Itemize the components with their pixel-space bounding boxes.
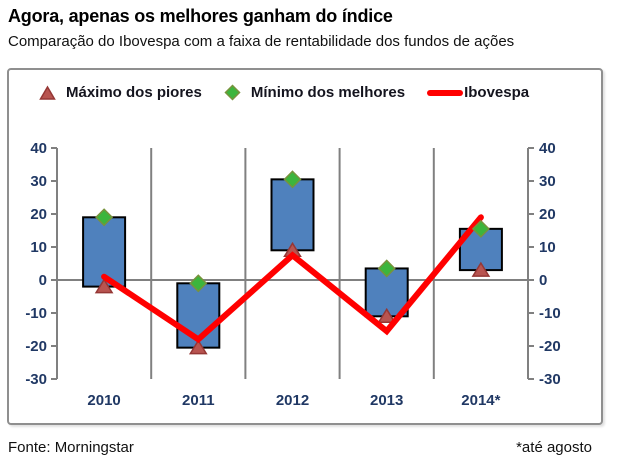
legend-item-minimo-dos-melhores: Mínimo dos melhores xyxy=(224,84,405,101)
y-axis-tick-label: 10 xyxy=(539,239,556,256)
diamond-marker-2011 xyxy=(189,274,208,293)
y-axis-tick-label: 40 xyxy=(30,140,47,157)
x-axis-label-2011: 2011 xyxy=(182,392,215,409)
y-axis-tick-label: -10 xyxy=(539,305,561,322)
y-axis-tick-label: -30 xyxy=(25,371,47,388)
legend-label: Ibovespa xyxy=(464,84,530,101)
y-axis-tick-label: 30 xyxy=(539,173,556,190)
legend-item-ibovespa: Ibovespa xyxy=(427,84,529,101)
source-note: Fonte: Morningstar xyxy=(8,439,134,456)
y-axis-tick-label: 20 xyxy=(30,206,47,223)
x-axis-label-2014*: 2014* xyxy=(461,392,500,409)
diamond-marker-2013 xyxy=(377,259,396,278)
page-title: Agora, apenas os melhores ganham do índi… xyxy=(8,6,393,26)
range-bar-2012 xyxy=(270,178,315,252)
page-subtitle: Comparação do Ibovespa com a faixa de re… xyxy=(8,33,515,50)
chart-frame: Máximo dos piores Mínimo dos melhores Ib… xyxy=(7,68,603,425)
y-axis-tick-label: 20 xyxy=(539,206,556,223)
x-axis-label-2010: 2010 xyxy=(87,392,120,409)
y-axis-tick-label: -10 xyxy=(25,305,47,322)
diamond-marker-2010 xyxy=(95,208,114,227)
y-axis-tick-label: 0 xyxy=(539,272,547,289)
x-axis-label-2012: 2012 xyxy=(276,392,309,409)
y-axis-tick-label: -30 xyxy=(539,371,561,388)
legend-label: Mínimo dos melhores xyxy=(250,84,406,101)
y-axis-tick-label: 30 xyxy=(30,173,47,190)
x-axis-label-2013: 2013 xyxy=(370,392,403,409)
legend-label: Máximo dos piores xyxy=(66,84,202,101)
diamond-icon xyxy=(224,84,241,101)
y-axis-tick-label: 40 xyxy=(539,140,556,157)
triangle-marker-2011 xyxy=(188,339,208,355)
y-axis-tick-label: 0 xyxy=(39,272,47,289)
ibovespa-line xyxy=(101,214,484,344)
triangle-icon xyxy=(39,85,56,100)
diamond-marker-2012 xyxy=(283,170,302,189)
triangle-marker-2010 xyxy=(94,278,114,294)
asterisk-note: *até agosto xyxy=(516,439,592,456)
legend-item-maximo-dos-piores: Máximo dos piores xyxy=(39,84,202,101)
y-axis-tick-label: -20 xyxy=(539,338,561,355)
triangle-marker-2013 xyxy=(377,307,397,324)
triangle-marker-2014* xyxy=(471,261,491,277)
chart-legend: Máximo dos piores Mínimo dos melhores Ib… xyxy=(39,84,529,101)
y-axis-tick-label: 10 xyxy=(30,239,47,256)
line-swatch-icon xyxy=(427,89,464,96)
y-axis-tick-label: -20 xyxy=(25,338,47,355)
diamond-marker-2014* xyxy=(471,219,490,238)
